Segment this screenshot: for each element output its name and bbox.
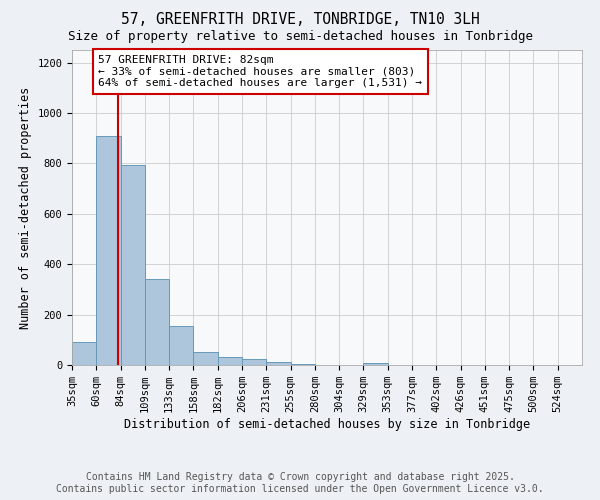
Bar [96,136,121,365]
Bar [72,342,96,365]
Text: Contains HM Land Registry data © Crown copyright and database right 2025.
Contai: Contains HM Land Registry data © Crown c… [56,472,544,494]
Bar [364,363,388,365]
Bar [218,357,242,365]
Bar [193,352,218,365]
Text: Size of property relative to semi-detached houses in Tonbridge: Size of property relative to semi-detach… [67,30,533,43]
Y-axis label: Number of semi-detached properties: Number of semi-detached properties [19,86,32,328]
Bar [290,364,315,365]
Bar [145,280,169,365]
Text: 57, GREENFRITH DRIVE, TONBRIDGE, TN10 3LH: 57, GREENFRITH DRIVE, TONBRIDGE, TN10 3L… [121,12,479,28]
X-axis label: Distribution of semi-detached houses by size in Tonbridge: Distribution of semi-detached houses by … [124,418,530,431]
Bar [121,164,145,365]
Bar [169,326,193,365]
Bar [266,362,290,365]
Bar [242,358,266,365]
Text: 57 GREENFRITH DRIVE: 82sqm
← 33% of semi-detached houses are smaller (803)
64% o: 57 GREENFRITH DRIVE: 82sqm ← 33% of semi… [98,55,422,88]
